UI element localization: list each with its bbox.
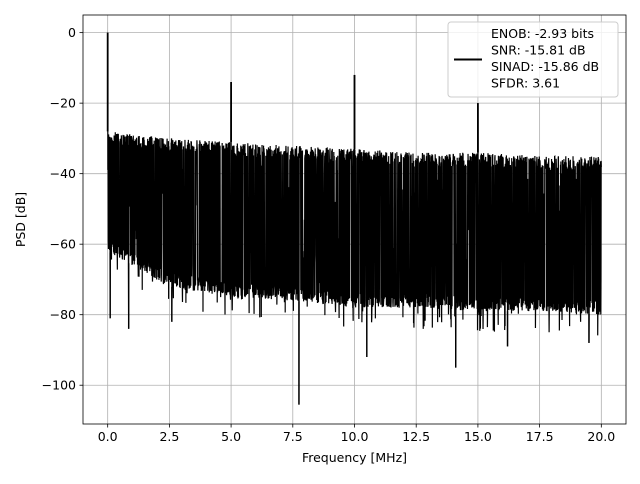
x-tick-label: 2.5 (159, 429, 179, 444)
legend-box (447, 21, 619, 98)
ticks: 0.0 2.5 5.0 7.5 10.0 12.5 15.0 17.5 20.0 0 −20 −40 −… (42, 25, 616, 444)
plot-data (106, 32, 602, 405)
x-tick-label: 7.5 (283, 429, 303, 444)
x-tick-label: 20.0 (587, 429, 615, 444)
x-tick-label: 15.0 (464, 429, 492, 444)
legend: ENOB: -2.93 bits SNR: -15.81 dB SINAD: -… (447, 21, 619, 98)
y-tick-label: 0 (68, 25, 76, 40)
x-tick-label: 17.5 (526, 429, 554, 444)
x-tick-label: 0.0 (98, 429, 118, 444)
y-tick-label: −60 (50, 237, 76, 252)
y-axis-label: PSD [dB] (13, 192, 28, 247)
y-tick-label: −100 (42, 378, 76, 393)
y-tick-label: −20 (50, 96, 76, 111)
x-axis-label: Frequency [MHz] (302, 450, 407, 465)
y-tick-label: −80 (50, 307, 76, 322)
x-tick-label: 5.0 (221, 429, 241, 444)
x-tick-label: 10.0 (341, 429, 369, 444)
legend-entry-snr: SNR: -15.81 dB (491, 43, 586, 58)
legend-entry-sinad: SINAD: -15.86 dB (491, 59, 599, 74)
x-tick-label: 12.5 (402, 429, 430, 444)
y-tick-label: −40 (50, 166, 76, 181)
legend-entry-enob: ENOB: -2.93 bits (491, 26, 594, 41)
legend-entry-sfdr: SFDR: 3.61 (491, 76, 560, 91)
